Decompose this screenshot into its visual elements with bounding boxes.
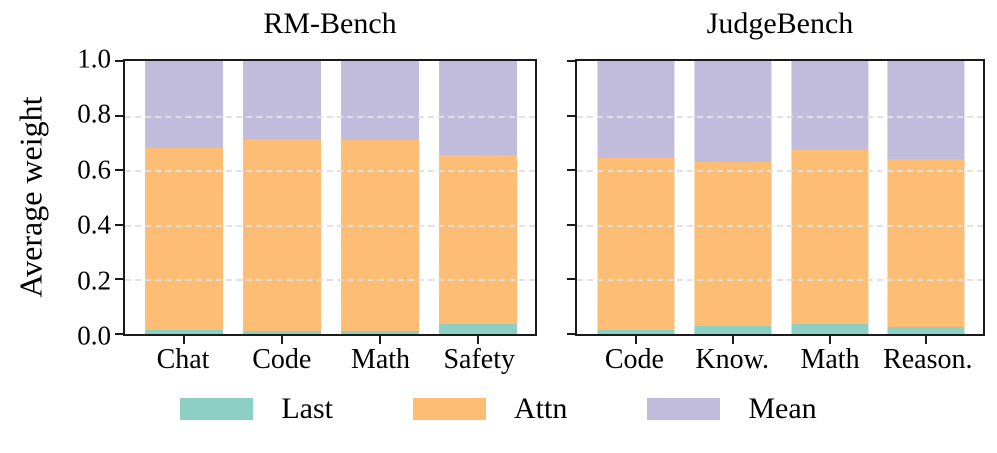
bar-code xyxy=(597,61,675,334)
plot-judgebench xyxy=(567,59,985,344)
legend-item-last: Last xyxy=(180,392,333,425)
y-tick-mark xyxy=(115,169,123,172)
x-tick-mark xyxy=(925,336,928,344)
segment-attn xyxy=(243,138,322,332)
y-tick-mark xyxy=(567,278,575,281)
bar-reason xyxy=(887,61,965,334)
segment-attn xyxy=(145,148,224,330)
bar-chat xyxy=(145,61,224,334)
y-tick-mark xyxy=(567,114,575,117)
bar-safety xyxy=(438,61,517,334)
y-tick-mark xyxy=(115,114,123,117)
x-tick-label: Know. xyxy=(695,344,770,375)
y-tick-label: 0.6 xyxy=(77,154,111,185)
segment-mean xyxy=(243,61,322,139)
x-tick-labels-rm-bench: Chat Code Math Safety xyxy=(123,344,537,381)
y-tick-mark xyxy=(115,333,123,335)
y-tick-label: 0.2 xyxy=(77,265,111,296)
segment-attn xyxy=(341,140,419,332)
y-tick-mark xyxy=(567,333,575,335)
legend-label-last: Last xyxy=(281,392,333,425)
subplot-title-rm-bench: RM-Bench xyxy=(263,7,397,40)
y-tick-mark xyxy=(567,223,575,226)
subplot-title-judgebench: JudgeBench xyxy=(706,7,854,40)
segment-attn xyxy=(790,149,869,325)
y-tick-mark xyxy=(115,223,123,226)
x-tick-mark xyxy=(731,336,734,344)
x-tick-label: Code xyxy=(252,344,312,375)
segment-mean xyxy=(145,61,224,149)
segment-mean xyxy=(887,61,965,160)
attn-color-swatch xyxy=(413,397,486,420)
segment-last xyxy=(341,331,419,334)
segment-attn xyxy=(597,157,675,330)
y-tick-labels: 0.0 0.2 0.4 0.6 0.8 1.0 xyxy=(0,45,111,349)
legend-label-attn: Attn xyxy=(514,392,568,425)
x-tick-label: Chat xyxy=(156,344,210,375)
segment-last xyxy=(887,327,965,334)
last-color-swatch xyxy=(180,397,254,420)
bar-math xyxy=(341,61,419,334)
legend-item-attn: Attn xyxy=(413,392,567,425)
y-tick-mark xyxy=(567,169,575,172)
x-tick-label: Code xyxy=(604,344,664,375)
y-tick-label: 0.8 xyxy=(77,98,111,129)
legend-item-mean: Mean xyxy=(647,392,817,425)
segment-last xyxy=(597,329,675,334)
x-tick-label: Math xyxy=(350,344,411,375)
legend: Last Attn Mean xyxy=(0,392,997,425)
y-tick-mark xyxy=(567,60,575,62)
x-tick-mark xyxy=(379,336,382,344)
segment-mean xyxy=(438,61,517,156)
x-tick-mark xyxy=(183,336,186,344)
x-tick-labels-judgebench: Code Know. Math Reason. xyxy=(575,344,985,381)
segment-last xyxy=(790,324,869,334)
segment-mean xyxy=(597,61,675,158)
y-tick-mark xyxy=(115,278,123,281)
plot-rm-bench xyxy=(115,59,537,344)
y-tick-label: 1.0 xyxy=(77,43,111,74)
segment-attn xyxy=(694,162,772,326)
segment-attn xyxy=(887,159,965,328)
segment-mean xyxy=(694,61,772,162)
bar-code xyxy=(243,61,322,334)
x-tick-label: Math xyxy=(800,344,860,375)
x-tick-label: Reason. xyxy=(883,344,973,375)
segment-mean xyxy=(790,61,869,150)
x-tick-mark xyxy=(828,336,831,344)
legend-label-mean: Mean xyxy=(748,392,817,425)
bar-know xyxy=(694,61,772,334)
y-tick-mark xyxy=(115,60,123,62)
segment-last xyxy=(438,324,517,334)
x-tick-mark xyxy=(476,336,479,344)
y-tick-label: 0.0 xyxy=(77,320,111,351)
segment-last xyxy=(694,325,772,334)
x-tick-mark xyxy=(281,336,284,344)
segment-last xyxy=(243,331,322,334)
x-tick-label: Safety xyxy=(443,344,515,375)
x-tick-mark xyxy=(634,336,637,344)
y-tick-label: 0.4 xyxy=(77,209,111,240)
segment-last xyxy=(145,329,224,334)
mean-color-swatch xyxy=(647,397,721,420)
bar-math xyxy=(790,61,869,334)
segment-attn xyxy=(438,155,517,325)
segment-mean xyxy=(341,61,419,141)
